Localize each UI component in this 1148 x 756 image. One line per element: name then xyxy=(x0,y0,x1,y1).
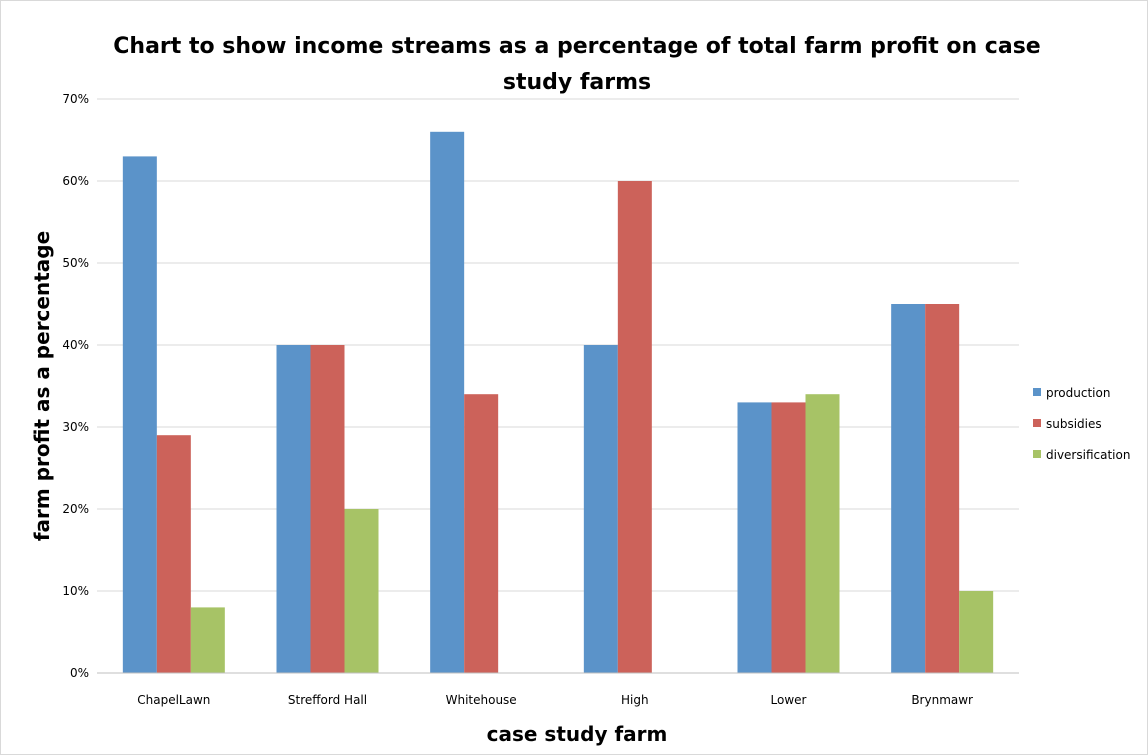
bar-subsidies-lower xyxy=(771,402,806,673)
x-tick-label: Brynmawr xyxy=(911,693,973,707)
y-tick-label: 70% xyxy=(62,92,89,106)
bar-production-brynmawr xyxy=(891,304,926,673)
bar-subsidies-brynmawr xyxy=(925,304,960,673)
x-tick-label: Strefford Hall xyxy=(288,693,367,707)
y-tick-label: 50% xyxy=(62,256,89,270)
y-tick-label: 20% xyxy=(62,502,89,516)
bar-diversification-brynmawr xyxy=(959,591,994,673)
y-axis-title: farm profit as a percentage xyxy=(30,231,54,541)
legend-label-subsidies: subsidies xyxy=(1046,417,1102,431)
legend: production subsidies diversification xyxy=(1033,386,1130,462)
x-axis-tick-labels: ChapelLawn Strefford Hall Whitehouse High Lo… xyxy=(137,693,973,707)
legend-label-production: production xyxy=(1046,386,1110,400)
y-tick-label: 40% xyxy=(62,338,89,352)
chart-title: Chart to show income streams as a percen… xyxy=(113,34,1040,95)
legend-swatch-subsidies xyxy=(1033,419,1041,427)
y-axis-tick-labels: 0% 10% 20% 30% 40% 50% 60% 70% xyxy=(62,92,89,680)
bar-diversification-chapellawn xyxy=(190,607,225,673)
legend-label-diversification: diversification xyxy=(1046,448,1130,462)
bar-diversification-lower xyxy=(805,394,840,673)
chart-title-line-2: study farms xyxy=(503,70,651,95)
y-tick-label: 0% xyxy=(70,666,89,680)
bar-subsidies-chapellawn xyxy=(156,435,191,673)
x-tick-label: Whitehouse xyxy=(446,693,517,707)
bar-production-whitehouse xyxy=(430,131,465,674)
bar-production-high xyxy=(583,345,618,673)
bars xyxy=(122,131,994,674)
bar-production-lower xyxy=(737,402,772,673)
gridlines xyxy=(97,98,1019,592)
x-tick-label: High xyxy=(621,693,649,707)
legend-swatch-production xyxy=(1033,388,1041,396)
y-tick-label: 60% xyxy=(62,174,89,188)
chart-title-line-1: Chart to show income streams as a percen… xyxy=(113,34,1040,59)
bar-production-chapellawn xyxy=(122,156,157,673)
y-tick-label: 30% xyxy=(62,420,89,434)
x-tick-label: ChapelLawn xyxy=(137,693,210,707)
y-tick-label: 10% xyxy=(62,584,89,598)
bar-subsidies-strefford-hall xyxy=(310,345,345,673)
bar-diversification-strefford-hall xyxy=(344,509,379,673)
bar-production-strefford-hall xyxy=(276,345,311,673)
bar-subsidies-whitehouse xyxy=(464,394,499,673)
legend-swatch-diversification xyxy=(1033,450,1041,458)
x-tick-label: Lower xyxy=(771,693,807,707)
x-axis-title: case study farm xyxy=(487,722,668,746)
bar-subsidies-high xyxy=(617,181,652,673)
